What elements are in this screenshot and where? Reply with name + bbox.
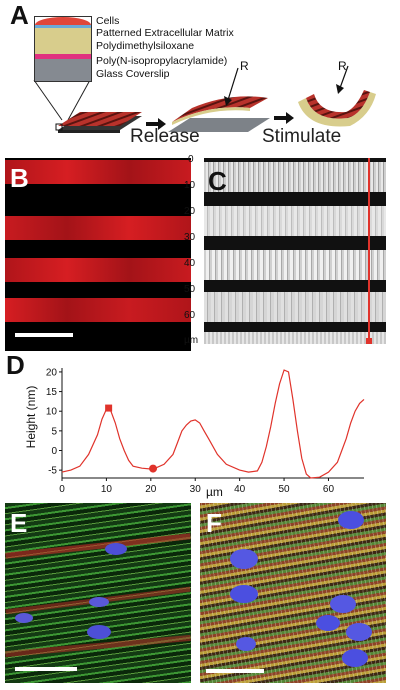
nucleus: [15, 613, 33, 623]
stripe-band: [204, 292, 386, 322]
square-marker: [105, 404, 113, 412]
height-profile-line: [61, 369, 365, 479]
nucleus: [330, 595, 356, 613]
c-tick: 30: [184, 232, 196, 243]
release-label: Release: [130, 126, 200, 147]
scale-bar: [206, 669, 264, 673]
y-tick-label: 15: [46, 387, 58, 398]
stripe-band: [204, 206, 386, 236]
layer-label-ecm: Patterned Extracellular Matrix: [96, 27, 234, 39]
arrow-right-icon: [274, 112, 294, 124]
x-tick-label: 40: [234, 484, 246, 495]
panel-c-image: [204, 158, 386, 344]
x-tick-label: 10: [101, 484, 113, 495]
panel-a-label: A: [10, 0, 29, 30]
x-tick-label: 0: [59, 484, 65, 495]
profile-line: [368, 158, 370, 344]
r-label-release: R: [240, 59, 249, 73]
nucleus: [342, 649, 368, 667]
nucleus: [89, 597, 109, 607]
cells-layer: [35, 17, 91, 25]
layer-label-glass: Glass Coverslip: [96, 68, 170, 80]
scale-bar: [15, 333, 73, 337]
nucleus: [230, 585, 258, 603]
layer-diagram: Cells Patterned Extracellular Matrix Pol…: [28, 8, 398, 148]
inset-callout-lines: [33, 79, 91, 121]
panel-b-image: [5, 158, 191, 351]
ecm-layer: [35, 25, 91, 28]
panel-f-label: F: [206, 508, 222, 538]
layer-label-cells: Cells: [96, 15, 120, 27]
panel-d-label: D: [6, 350, 25, 380]
process-illustration: [55, 65, 376, 133]
x-tick-label: 30: [190, 484, 202, 495]
x-axis-title: µm: [206, 485, 223, 499]
x-tick-label: 20: [145, 484, 157, 495]
c-tick: 10: [184, 180, 196, 191]
nucleus: [338, 511, 364, 529]
released-construct: [168, 67, 270, 132]
x-tick-label: 50: [278, 484, 290, 495]
red-stripe: [5, 258, 191, 282]
circle-marker: [149, 464, 158, 473]
c-tick: 20: [184, 206, 196, 217]
c-tick: 40: [184, 258, 196, 269]
stripe-band: [204, 332, 386, 344]
c-tick: 60: [184, 310, 196, 321]
y-tick-label: 5: [51, 426, 57, 437]
layer-stack: [34, 16, 92, 82]
nucleus: [316, 615, 340, 631]
panel-e-image: [5, 503, 191, 683]
layer-label-pnipaam: Poly(N-isopropylacrylamide): [96, 55, 228, 67]
nucleus: [105, 543, 127, 555]
pdms-layer: [35, 28, 91, 54]
y-tick-label: 20: [46, 367, 58, 378]
glass-layer: [35, 59, 91, 81]
red-stripe: [5, 298, 191, 322]
pnipaam-layer: [35, 54, 91, 59]
stripe-band: [204, 250, 386, 280]
x-tick-label: 60: [323, 484, 335, 495]
panel-f-image: [200, 503, 386, 683]
red-fiber: [5, 533, 191, 559]
r-label-stimulate: R: [338, 59, 347, 73]
panel-e-label: E: [10, 508, 28, 538]
c-tick: µm: [184, 335, 199, 346]
flat-construct: [55, 112, 142, 133]
c-tick: 50: [184, 284, 196, 295]
nucleus: [230, 549, 258, 569]
stimulated-construct: [298, 65, 376, 127]
y-tick-label: 0: [51, 446, 57, 457]
c-tick: 0: [188, 154, 194, 165]
panel-c-label: C: [208, 166, 227, 196]
nucleus: [346, 623, 372, 641]
y-tick-label: 10: [46, 407, 58, 418]
nucleus: [87, 625, 111, 639]
red-stripe: [5, 216, 191, 240]
nucleus: [236, 637, 256, 651]
y-tick-label: -5: [48, 466, 57, 477]
profile-marker: [366, 338, 372, 344]
arrow-right-icon: [146, 118, 166, 130]
panel-b-label: B: [10, 163, 29, 193]
stimulate-label: Stimulate: [262, 126, 342, 147]
stripe-band: [204, 162, 386, 192]
red-stripe: [5, 160, 191, 184]
layer-label-pdms: Polydimethylsiloxane: [96, 40, 195, 52]
scale-bar: [15, 667, 77, 671]
